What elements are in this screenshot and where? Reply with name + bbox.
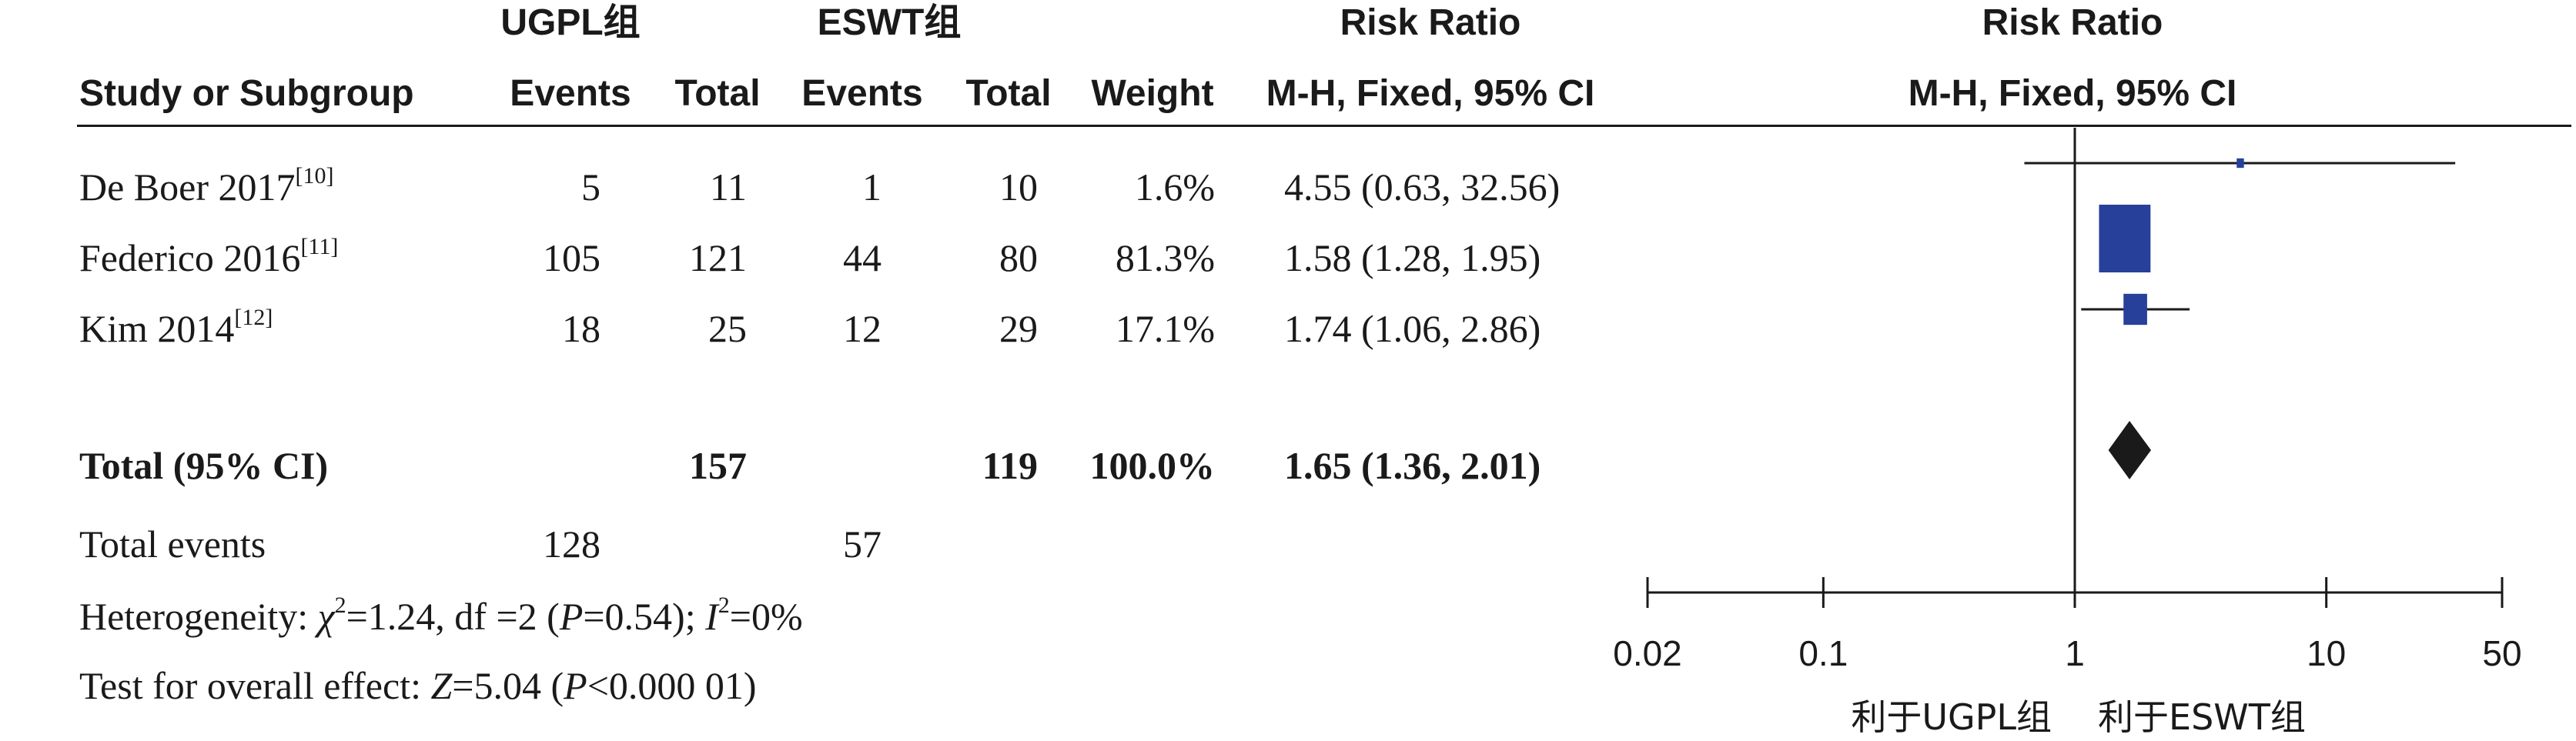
weight-value: 81.3% [1115,236,1215,279]
heterogeneity-text: Heterogeneity: χ2=1.24, df =2 (P=0.54); … [79,592,803,638]
total2-value: 29 [999,307,1038,350]
events1-column-header: Events [510,73,631,114]
total1-value: 157 [689,444,747,487]
x-tick-label: 10 [2307,633,2346,673]
total-events-label: Total events [79,522,266,566]
total-events1-value: 128 [543,522,601,566]
rr-ci-value: 4.55 (0.63, 32.56) [1284,165,1561,209]
total1-value: 11 [709,165,747,209]
total2-value: 119 [982,444,1038,487]
events2-column-header: Events [801,73,923,114]
events1-value: 105 [543,236,601,279]
total-rr-ci-value: 1.65 (1.36, 2.01) [1284,444,1541,487]
method-column-header: M-H, Fixed, 95% CI [1266,73,1595,114]
events1-value: 5 [581,165,601,209]
header-divider [77,125,2571,127]
total2-column-header: Total [965,73,1052,114]
events2-value: 1 [862,165,882,209]
x-tick-label: 0.02 [1613,633,1682,673]
total-weight-value: 100.0% [1089,444,1216,487]
group2-title: ESWT组 [817,2,962,43]
study-column-header: Study or Subgroup [79,73,414,114]
rr-ci-value: 1.74 (1.06, 2.86) [1284,307,1541,350]
study-name: Federico 2016[11] [79,234,339,279]
weight-value: 17.1% [1115,307,1215,350]
events2-value: 44 [843,236,882,279]
rr-table-title: Risk Ratio [1340,2,1521,43]
total-events2-value: 57 [843,522,882,566]
x-tick-label: 0.1 [1798,633,1848,673]
x-tick-label: 1 [2065,633,2085,673]
weight-square [2099,205,2151,272]
total1-column-header: Total [674,73,761,114]
study-name: Kim 2014[12] [79,305,273,350]
total-label: Total (95% CI) [79,444,329,487]
x-tick-label: 50 [2482,633,2521,673]
favours-left-label: 利于UGPL组 [1851,696,2052,738]
rr-ci-value: 1.58 (1.28, 1.95) [1284,236,1541,279]
events1-value: 18 [562,307,601,350]
total1-value: 121 [689,236,747,279]
weight-column-header: Weight [1091,73,1214,114]
events2-value: 12 [843,307,882,350]
total2-value: 10 [999,165,1038,209]
pooled-diamond [2108,421,2152,479]
study-name: De Boer 2017[10] [79,163,334,209]
favours-right-label: 利于ESWT组 [2098,696,2306,738]
rr-plot-title: Risk Ratio [1982,2,2163,43]
overall-effect-text: Test for overall effect: Z=5.04 (P<0.000… [79,664,757,707]
group1-title: UGPL组 [500,2,641,43]
weight-square [2123,293,2147,325]
weight-value: 1.6% [1134,165,1215,209]
method-plot-header: M-H, Fixed, 95% CI [1908,73,2237,114]
total2-value: 80 [999,236,1038,279]
weight-square [2236,158,2244,169]
total1-value: 25 [708,307,747,350]
